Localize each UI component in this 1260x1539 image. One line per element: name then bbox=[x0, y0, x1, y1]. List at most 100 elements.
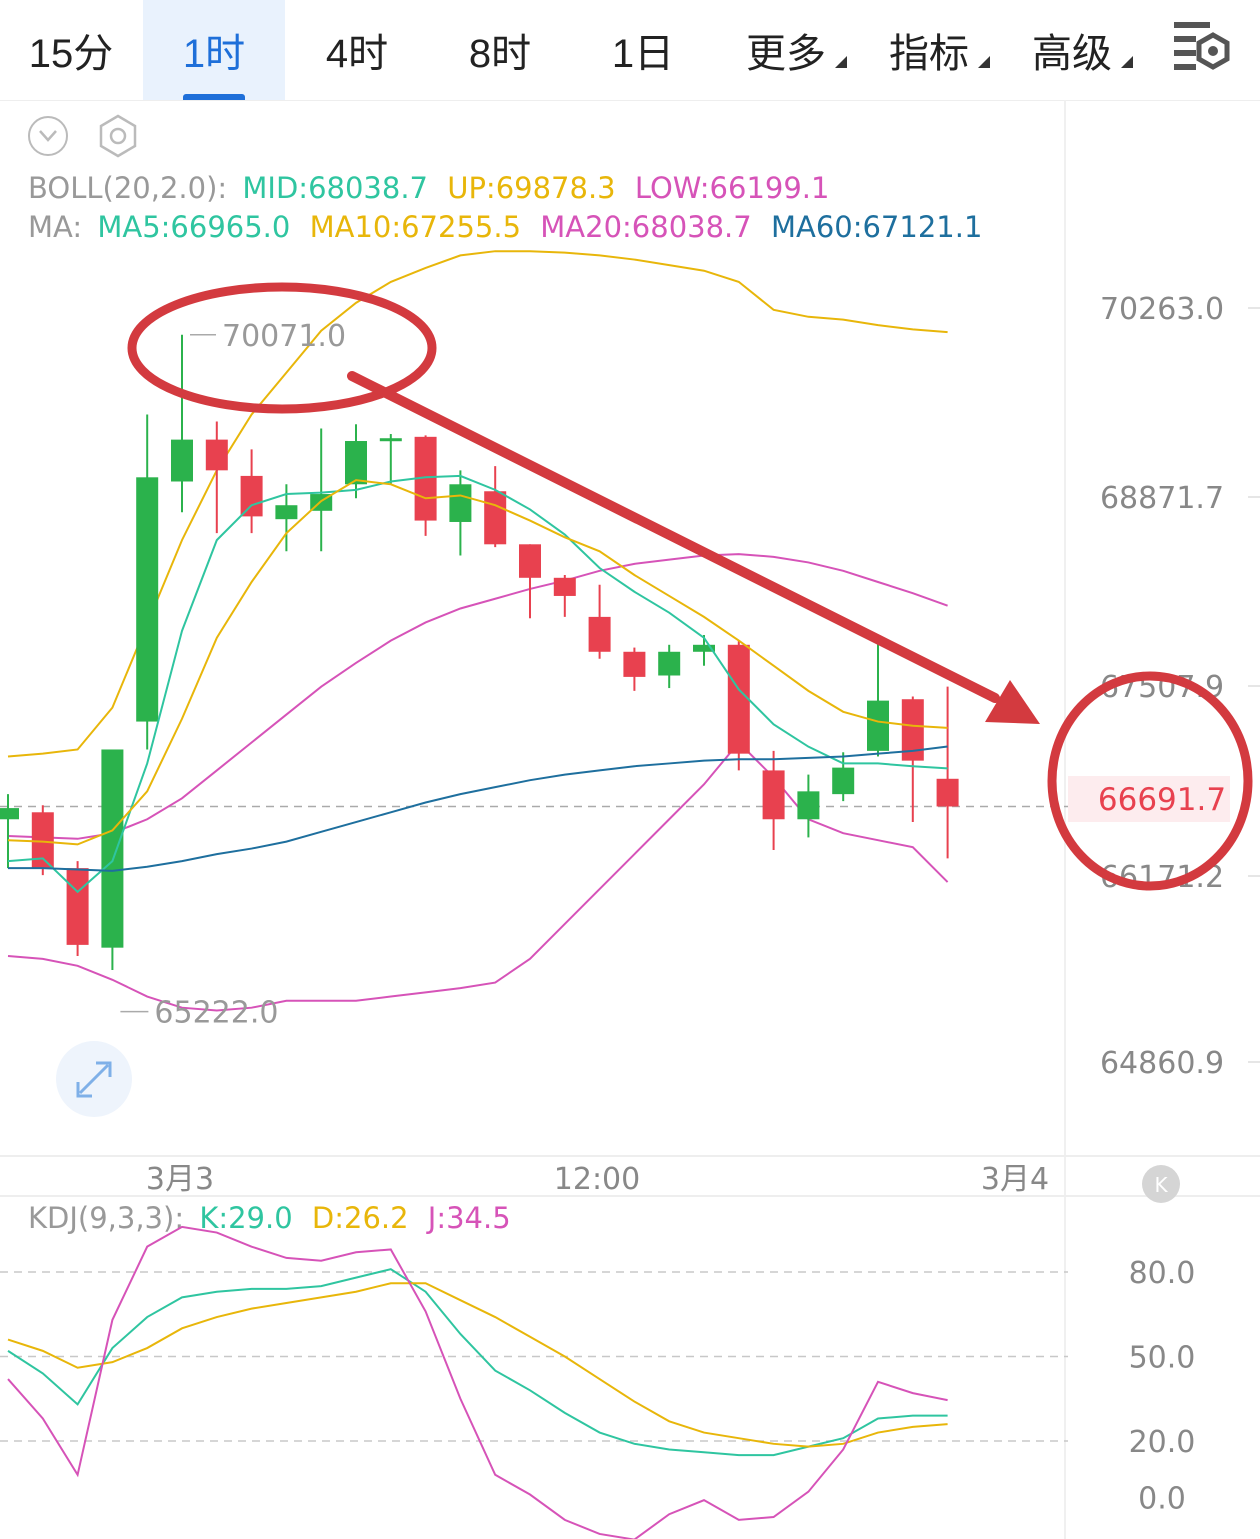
candle-body bbox=[936, 778, 959, 807]
candle bbox=[901, 696, 924, 823]
candle-body bbox=[345, 441, 367, 485]
price-tick-label: 64860.9 bbox=[1100, 1046, 1224, 1081]
chart-settings-hexagon-icon[interactable] bbox=[99, 114, 137, 158]
candle bbox=[0, 794, 19, 869]
high-price-label: 70071.0 bbox=[222, 319, 346, 354]
kdj-tick-label: 50.0 bbox=[1129, 1341, 1196, 1376]
kdj-j-value: J:34.5 bbox=[426, 1201, 511, 1235]
price-tick-label: 68871.7 bbox=[1100, 481, 1224, 516]
kdj-d-value: D:26.2 bbox=[312, 1201, 409, 1235]
candle-body bbox=[0, 808, 19, 820]
annotation-circle-high bbox=[127, 282, 437, 414]
expand-arrows-icon[interactable] bbox=[56, 1041, 132, 1117]
candle-body bbox=[588, 616, 611, 652]
boll-mid-value: MID:68038.7 bbox=[242, 171, 428, 205]
candle-body bbox=[205, 439, 228, 471]
candle-body bbox=[101, 749, 124, 948]
annotation-circle-current bbox=[1047, 671, 1253, 891]
ma20-value: MA20:68038.7 bbox=[540, 210, 751, 244]
current-price-label: 66691.7 bbox=[1098, 782, 1226, 818]
kdj-tick-label: 80.0 bbox=[1129, 1256, 1196, 1291]
kdj-legend: KDJ(9,3,3): K:29.0 D:26.2 J:34.5 bbox=[28, 1201, 511, 1235]
candle bbox=[553, 575, 576, 617]
candle bbox=[310, 428, 333, 552]
candle bbox=[727, 640, 750, 771]
boll-up-line bbox=[7, 250, 948, 758]
tab-6[interactable]: 指标 bbox=[858, 0, 1000, 100]
tab-3[interactable]: 8时 bbox=[429, 0, 571, 100]
dropdown-caret-icon bbox=[978, 56, 990, 68]
kdj-j-line bbox=[7, 1225, 948, 1539]
candle-body bbox=[867, 700, 889, 751]
candle-body bbox=[832, 767, 855, 795]
candle-body bbox=[414, 436, 437, 521]
tab-label: 4时 bbox=[325, 32, 389, 76]
candle bbox=[867, 642, 889, 757]
low-price-label: 65222.0 bbox=[154, 996, 278, 1031]
active-tab-indicator bbox=[183, 94, 245, 100]
user-annotations bbox=[127, 282, 1253, 891]
candle-body bbox=[797, 791, 820, 820]
chart-layout-settings-icon[interactable] bbox=[1172, 18, 1232, 78]
tab-0[interactable]: 15分 bbox=[0, 0, 142, 100]
candle-body bbox=[275, 505, 298, 520]
boll-legend: BOLL(20,2.0): MID:68038.7 UP:69878.3 LOW… bbox=[28, 171, 829, 205]
tab-label: 1时 bbox=[182, 32, 246, 76]
ma10-line bbox=[7, 479, 948, 846]
boll-low-value: LOW:66199.1 bbox=[635, 171, 830, 205]
tab-5[interactable]: 更多 bbox=[715, 0, 857, 100]
candle bbox=[797, 774, 820, 838]
boll-prefix: BOLL(20,2.0): bbox=[28, 171, 227, 205]
candle bbox=[936, 686, 959, 859]
scroll-to-latest-icon[interactable]: K bbox=[1142, 1165, 1180, 1203]
boll-mid-line bbox=[7, 553, 948, 840]
candle-body bbox=[693, 644, 715, 652]
candle bbox=[379, 434, 402, 485]
current-price-badge bbox=[1068, 776, 1230, 822]
dropdown-caret-icon bbox=[1121, 56, 1133, 68]
tab-label: 高级 bbox=[1032, 32, 1112, 76]
collapse-chevron-icon[interactable] bbox=[28, 116, 68, 156]
time-tick-label: 12:00 bbox=[554, 1162, 640, 1197]
annotation-trend-arrow-head bbox=[985, 680, 1040, 724]
candle-body bbox=[901, 699, 924, 761]
candle-body bbox=[623, 651, 646, 677]
candle bbox=[66, 861, 89, 957]
ma60-value: MA60:67121.1 bbox=[771, 210, 982, 244]
candle-body bbox=[727, 644, 750, 754]
candle bbox=[31, 805, 54, 876]
candle bbox=[484, 466, 507, 548]
candle bbox=[588, 584, 611, 659]
svg-text:K: K bbox=[1154, 1173, 1168, 1197]
ma10-value: MA10:67255.5 bbox=[310, 210, 521, 244]
price-tick-label: 70263.0 bbox=[1100, 292, 1224, 327]
tab-label: 更多 bbox=[746, 32, 826, 76]
tab-4[interactable]: 1日 bbox=[572, 0, 714, 100]
ma60-line bbox=[8, 745, 948, 872]
candle bbox=[240, 449, 263, 534]
candle bbox=[623, 647, 646, 691]
timeframe-tab-bar: 15分 1时 4时 8时 1日 更多 指标 高级 bbox=[0, 0, 1260, 101]
tab-label: 1日 bbox=[611, 32, 675, 76]
candle-body bbox=[658, 651, 681, 676]
kdj-tick-label: 0.0 bbox=[1138, 1481, 1186, 1516]
candle bbox=[205, 421, 228, 534]
tab-7[interactable]: 高级 bbox=[1001, 0, 1143, 100]
candle bbox=[275, 484, 298, 552]
candle bbox=[519, 544, 541, 619]
candle-body bbox=[240, 475, 263, 517]
candle-body bbox=[762, 770, 785, 820]
dropdown-caret-icon bbox=[835, 56, 847, 68]
tab-1[interactable]: 1时 bbox=[143, 0, 285, 100]
candle bbox=[832, 752, 855, 802]
candle bbox=[345, 424, 367, 499]
candle-body bbox=[553, 577, 576, 596]
kdj-prefix: KDJ(9,3,3): bbox=[28, 1201, 184, 1235]
candle bbox=[414, 435, 437, 536]
candle-body bbox=[66, 868, 89, 945]
tab-label: 15分 bbox=[28, 32, 114, 76]
tab-2[interactable]: 4时 bbox=[286, 0, 428, 100]
candle-body bbox=[449, 484, 472, 522]
candle bbox=[449, 470, 472, 556]
